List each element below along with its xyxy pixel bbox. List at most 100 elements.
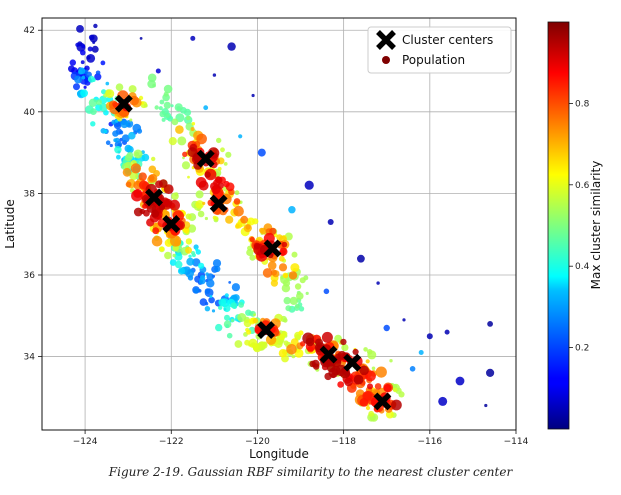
population-point bbox=[113, 138, 118, 143]
population-point bbox=[284, 232, 293, 241]
population-point bbox=[215, 323, 223, 332]
population-point bbox=[129, 118, 133, 122]
legend-entry-population: Population bbox=[402, 53, 465, 67]
population-point bbox=[281, 241, 288, 248]
cluster-center-marker bbox=[373, 392, 392, 411]
population-point bbox=[365, 405, 371, 411]
population-point bbox=[245, 224, 251, 230]
population-point bbox=[294, 348, 304, 358]
cluster-center-marker bbox=[263, 239, 282, 258]
population-point bbox=[87, 46, 93, 52]
population-point bbox=[197, 210, 205, 218]
population-point bbox=[352, 348, 359, 355]
population-point bbox=[444, 329, 450, 335]
population-point bbox=[231, 283, 240, 292]
population-point bbox=[383, 324, 390, 332]
population-point bbox=[112, 130, 119, 137]
population-point bbox=[101, 89, 107, 95]
population-point bbox=[128, 131, 136, 140]
population-point bbox=[230, 318, 235, 323]
population-point bbox=[323, 288, 330, 295]
population-point bbox=[126, 145, 134, 154]
population-point bbox=[159, 247, 165, 252]
population-point bbox=[283, 273, 289, 279]
cluster-center-marker bbox=[209, 194, 228, 213]
population-point bbox=[202, 201, 206, 205]
population-point bbox=[383, 384, 392, 392]
population-point bbox=[225, 215, 234, 224]
population-point bbox=[418, 350, 424, 355]
population-point bbox=[375, 366, 387, 378]
y-tick-label: 42 bbox=[24, 26, 35, 36]
population-point bbox=[93, 23, 98, 29]
population-point bbox=[103, 129, 108, 134]
population-point bbox=[187, 175, 190, 179]
population-point bbox=[233, 198, 241, 205]
population-point bbox=[164, 251, 172, 260]
population-point bbox=[198, 262, 205, 269]
population-point bbox=[214, 265, 221, 273]
population-point bbox=[80, 49, 86, 56]
population-point bbox=[246, 217, 255, 226]
population-point bbox=[181, 161, 191, 170]
population-point bbox=[105, 140, 111, 145]
population-point bbox=[265, 334, 277, 345]
population-point bbox=[177, 136, 187, 146]
population-point bbox=[289, 296, 298, 305]
population-point bbox=[94, 73, 102, 81]
population-point bbox=[165, 113, 170, 118]
population-point bbox=[198, 180, 209, 191]
population-point bbox=[291, 354, 296, 359]
x-tick-label: −116 bbox=[417, 437, 442, 447]
population-point bbox=[80, 89, 88, 98]
y-tick-label: 34 bbox=[24, 353, 36, 363]
population-point bbox=[409, 366, 416, 372]
population-point bbox=[298, 306, 305, 312]
population-point bbox=[171, 192, 179, 201]
population-point bbox=[299, 277, 306, 284]
population-point bbox=[170, 104, 174, 108]
population-point bbox=[203, 105, 209, 111]
population-point bbox=[190, 127, 195, 131]
population-point bbox=[224, 293, 229, 298]
population-point bbox=[176, 106, 181, 111]
population-point bbox=[148, 174, 155, 182]
population-point bbox=[159, 99, 165, 105]
population-point bbox=[80, 60, 85, 65]
population-point bbox=[168, 137, 177, 146]
population-point bbox=[193, 244, 199, 250]
population-point bbox=[206, 279, 215, 288]
population-point bbox=[223, 304, 231, 313]
population-point bbox=[159, 179, 168, 188]
population-point bbox=[288, 206, 296, 214]
population-point bbox=[227, 42, 236, 51]
colorbar-ticks: 0.2 0.4 0.6 0.8 bbox=[569, 99, 590, 354]
population-point bbox=[196, 133, 207, 145]
y-tick-label: 40 bbox=[24, 108, 36, 118]
population-point bbox=[152, 83, 156, 88]
population-point bbox=[204, 302, 209, 306]
population-point bbox=[283, 340, 289, 346]
population-point bbox=[321, 331, 333, 343]
population-point bbox=[182, 151, 188, 157]
population-point bbox=[133, 149, 143, 159]
population-point bbox=[304, 180, 314, 190]
population-point bbox=[337, 381, 344, 388]
population-point bbox=[218, 298, 227, 307]
population-point bbox=[120, 119, 129, 129]
population-point bbox=[359, 398, 369, 407]
population-point bbox=[111, 119, 117, 125]
population-point bbox=[257, 148, 266, 157]
population-point bbox=[220, 147, 225, 153]
population-point bbox=[270, 279, 278, 287]
population-point bbox=[305, 337, 315, 347]
cluster-center-marker bbox=[114, 94, 133, 113]
colorbar-tick-label: 0.4 bbox=[575, 262, 590, 272]
population-point bbox=[367, 350, 377, 360]
population-point bbox=[88, 34, 95, 41]
population-point bbox=[90, 121, 96, 127]
population-point bbox=[340, 338, 347, 346]
population-point bbox=[114, 146, 122, 154]
cluster-center-marker bbox=[196, 149, 215, 168]
population-point bbox=[278, 349, 288, 358]
